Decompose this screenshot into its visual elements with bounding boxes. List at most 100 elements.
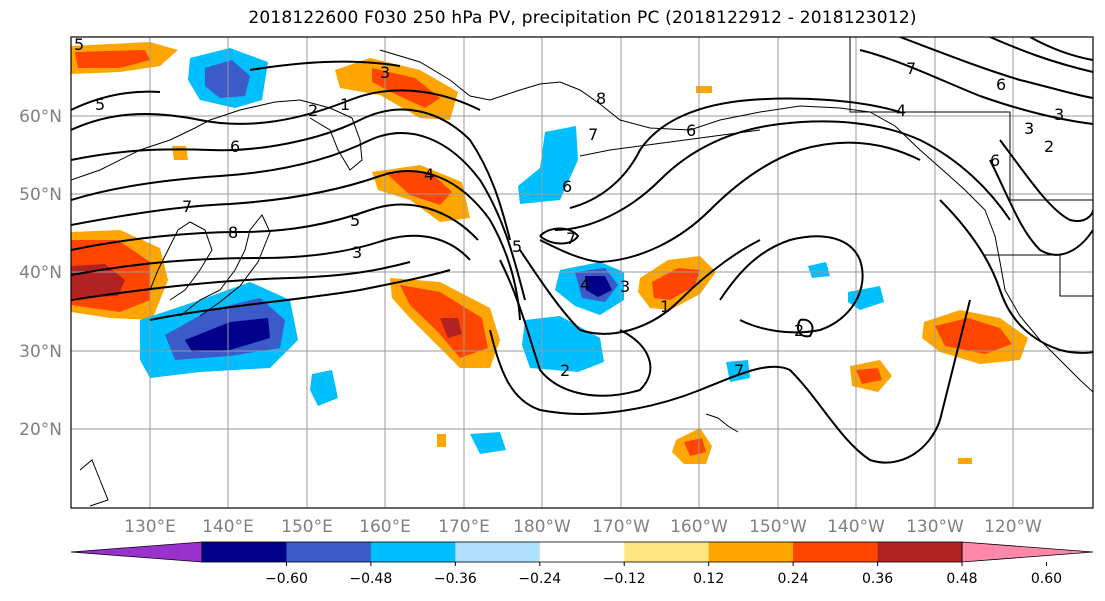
lon-label: 180°W xyxy=(513,517,571,537)
contour-label: 6 xyxy=(686,121,696,140)
lon-label: 150°W xyxy=(749,517,807,537)
colorbar: −0.60 −0.48 −0.36 −0.24 −0.12 0.12 0.24 0.36 0.4… xyxy=(70,541,1094,587)
colorbar-segment xyxy=(370,542,456,562)
lon-label: 120°W xyxy=(984,517,1042,537)
colorbar-segment xyxy=(877,542,963,562)
pv-contour xyxy=(489,299,971,464)
pv-contour xyxy=(539,141,921,264)
coastlines xyxy=(71,37,1093,507)
lon-label: 150°E xyxy=(281,517,333,537)
pv-contour xyxy=(797,318,814,338)
lon-label: 170°W xyxy=(592,517,650,537)
contour-label: 6 xyxy=(996,75,1006,94)
contour-label: 8 xyxy=(228,223,238,242)
pv-contour xyxy=(899,37,1093,99)
lon-label: 140°E xyxy=(202,517,254,537)
colorbar-tick-label: 0.24 xyxy=(778,571,809,587)
precip-blob xyxy=(372,68,440,108)
coastline-kamchatka xyxy=(299,99,363,171)
contour-label: 3 xyxy=(1024,119,1034,138)
precip-blob xyxy=(585,276,612,297)
precip-blob xyxy=(935,318,1012,354)
lon-labels: 130°E 140°E 150°E 160°E 170°E 180°W 170°… xyxy=(124,517,1042,537)
contour-label: 5 xyxy=(350,211,360,230)
coastline-japan xyxy=(179,214,271,317)
coastline-aleutians xyxy=(579,129,761,157)
colorbar-segment xyxy=(286,542,372,562)
colorbar-frame xyxy=(201,541,963,563)
pv-contour xyxy=(539,227,580,245)
pv-contour xyxy=(989,159,1093,256)
coastline-philippines xyxy=(79,459,109,507)
contour-label: 6 xyxy=(990,151,1000,170)
precip-blob xyxy=(440,318,462,338)
precip-blob xyxy=(437,434,446,447)
pv-contour xyxy=(939,199,1093,354)
contour-label: 4 xyxy=(580,275,590,294)
coastline-asia xyxy=(71,99,301,181)
pv-contour xyxy=(719,235,864,334)
precip-blob xyxy=(75,50,150,68)
pv-contour xyxy=(569,97,901,209)
colorbar-tick-label: −0.60 xyxy=(265,571,308,587)
colorbar-tick-label: −0.36 xyxy=(434,571,477,587)
colorbar-tick-label: 0.48 xyxy=(946,571,977,587)
colorbar-segment xyxy=(202,542,287,562)
lon-label: 170°E xyxy=(438,517,490,537)
colorbar-tick-label: 0.12 xyxy=(693,571,724,587)
contour-label: 6 xyxy=(230,137,240,156)
precip-blob xyxy=(310,370,338,406)
pv-contour xyxy=(71,132,526,301)
map-content: 5 6 7 8 3 4 5 3 2 1 6 7 8 7 6 5 4 3 2 1 … xyxy=(71,35,1093,508)
contour-label: 2 xyxy=(1044,137,1054,156)
pv-contour xyxy=(71,261,411,301)
contour-label: 7 xyxy=(588,125,598,144)
lat-label: 60°N xyxy=(19,107,62,127)
colorbar-tick-label: −0.12 xyxy=(603,571,646,587)
contour-label: 2 xyxy=(794,321,804,340)
coastline-korea xyxy=(149,221,213,301)
pv-contour xyxy=(71,89,481,131)
coastline-us-box xyxy=(985,254,1093,297)
pv-contour xyxy=(989,37,1093,73)
coastline-siberia-top xyxy=(379,49,561,101)
contour-label: 2 xyxy=(308,101,318,120)
contour-label: 1 xyxy=(660,297,670,316)
coastline-alaska xyxy=(559,81,871,131)
pv-contour xyxy=(71,234,471,276)
lon-label: 160°E xyxy=(359,517,411,537)
contour-labels: 5 6 7 8 3 4 5 3 2 1 6 7 8 7 6 5 4 3 2 1 … xyxy=(74,35,1064,380)
colorbar-segment xyxy=(455,542,541,562)
contour-label: 7 xyxy=(566,229,576,248)
contour-label: 4 xyxy=(896,101,906,120)
colorbar-tick-label: −0.24 xyxy=(518,571,561,587)
colorbar-segment xyxy=(708,542,794,562)
precip-blob xyxy=(470,432,506,454)
lat-label: 40°N xyxy=(19,263,62,283)
precip-blob xyxy=(652,268,700,300)
pv-contour xyxy=(859,49,1093,125)
contour-label: 6 xyxy=(562,177,572,196)
lon-label: 160°W xyxy=(670,517,728,537)
pv-contour xyxy=(71,203,479,251)
pv-contour xyxy=(149,269,451,321)
contour-label: 3 xyxy=(380,63,390,82)
colorbar-tick-label: −0.48 xyxy=(349,571,392,587)
pv-contour xyxy=(71,90,161,111)
lon-label: 130°W xyxy=(906,517,964,537)
contour-label: 5 xyxy=(74,35,84,54)
contour-label: 5 xyxy=(512,237,522,256)
colorbar-tick-label: 0.60 xyxy=(1031,571,1062,587)
map-frame xyxy=(70,36,1094,509)
precip-blob xyxy=(684,438,706,456)
pv-contour xyxy=(519,239,761,335)
precip-blob xyxy=(518,126,578,204)
colorbar-extend-low xyxy=(70,541,203,563)
lon-label: 140°W xyxy=(827,517,885,537)
colorbar-segment xyxy=(539,542,625,562)
precip-blob xyxy=(385,172,452,205)
colorbar-tick-label: 0.36 xyxy=(862,571,893,587)
contour-label: 4 xyxy=(424,165,434,184)
coastline-canada-box xyxy=(849,37,1093,201)
